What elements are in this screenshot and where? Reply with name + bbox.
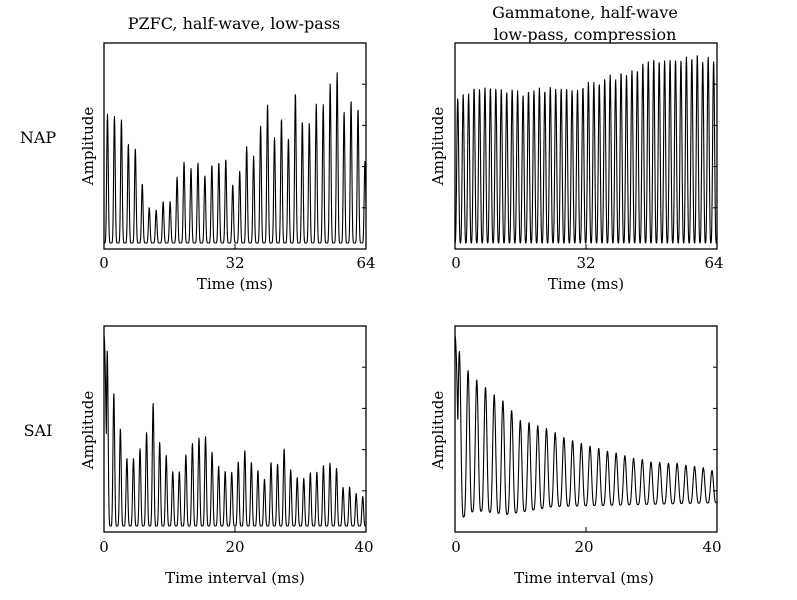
- x-axis-label: Time (ms): [548, 275, 624, 293]
- x-tick-label: 0: [99, 254, 109, 272]
- tick-marks: [454, 325, 718, 532]
- nap-gammatone-trace: [454, 55, 718, 244]
- column-title-gammatone-line2: low-pass, compression: [494, 25, 677, 44]
- panel-sai-pzfc: 0 20 40 Time interval (ms) Amplitude: [79, 325, 374, 587]
- tick-marks: [103, 325, 367, 532]
- x-tick-label: 20: [574, 538, 593, 556]
- x-axis-label: Time interval (ms): [514, 569, 654, 587]
- row-label-sai: SAI: [24, 421, 53, 440]
- x-tick-label: 0: [451, 254, 461, 272]
- y-axis-label: Amplitude: [79, 391, 97, 471]
- x-tick-label: 40: [702, 538, 721, 556]
- panel-sai-gammatone: 0 20 40 Time interval (ms) Amplitude: [429, 325, 722, 587]
- panel-nap-gammatone: 0 32 64 Time (ms) Amplitude: [429, 42, 724, 293]
- x-tick-label: 40: [354, 538, 373, 556]
- y-axis-label: Amplitude: [429, 107, 447, 187]
- panel-nap-pzfc: 0 32 64 Time (ms) Amplitude: [79, 42, 376, 293]
- x-tick-label: 0: [451, 538, 461, 556]
- x-tick-label: 64: [356, 254, 375, 272]
- x-axis-label: Time (ms): [197, 275, 273, 293]
- x-tick-label: 32: [576, 254, 595, 272]
- column-title-pzfc: PZFC, half-wave, low-pass: [128, 14, 341, 33]
- sai-gammatone-trace: [454, 335, 718, 518]
- plot-frame: [103, 325, 367, 533]
- x-tick-label: 32: [225, 254, 244, 272]
- nap-pzfc-trace: [103, 72, 367, 244]
- plot-frame: [454, 325, 718, 533]
- column-title-gammatone-line1: Gammatone, half-wave: [492, 3, 678, 22]
- x-tick-label: 0: [99, 538, 109, 556]
- x-tick-label: 64: [704, 254, 723, 272]
- sai-pzfc-trace: [103, 335, 367, 527]
- y-axis-label: Amplitude: [79, 107, 97, 187]
- y-axis-label: Amplitude: [429, 391, 447, 471]
- x-tick-label: 20: [225, 538, 244, 556]
- row-label-nap: NAP: [20, 128, 57, 147]
- x-axis-label: Time interval (ms): [165, 569, 305, 587]
